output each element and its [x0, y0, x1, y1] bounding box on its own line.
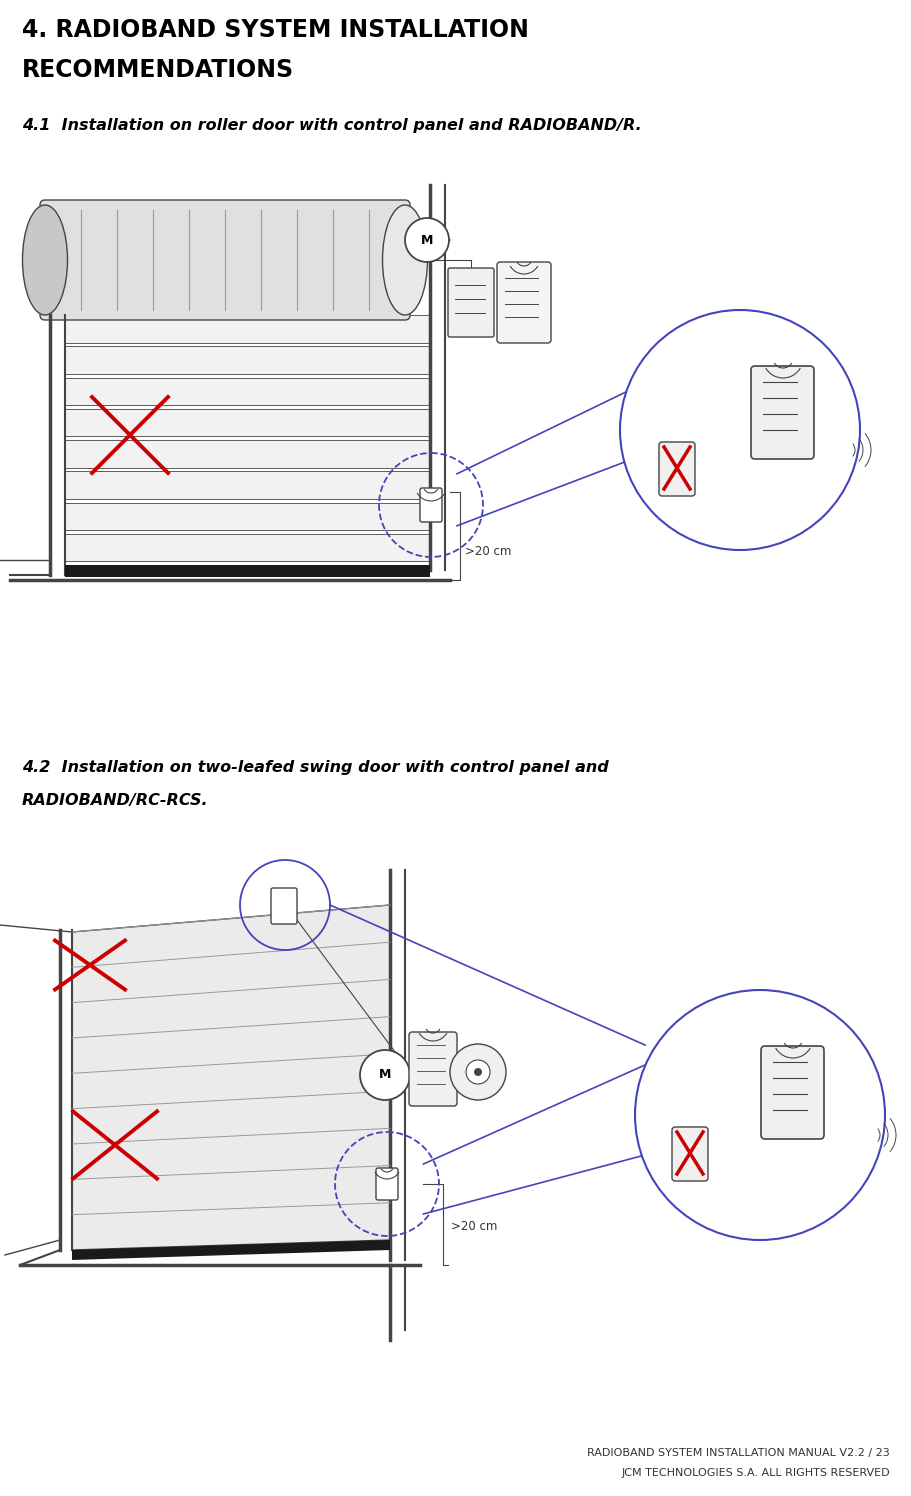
FancyBboxPatch shape [447, 268, 494, 337]
Circle shape [360, 1050, 410, 1100]
FancyBboxPatch shape [271, 889, 297, 925]
Bar [65, 377, 429, 405]
Text: M: M [420, 233, 433, 247]
FancyBboxPatch shape [496, 262, 550, 343]
Text: 4. RADIOBAND SYSTEM INSTALLATION: 4. RADIOBAND SYSTEM INSTALLATION [22, 18, 528, 42]
Circle shape [449, 1044, 506, 1100]
Text: RADIOBAND SYSTEM INSTALLATION MANUAL V2.2 / 23: RADIOBAND SYSTEM INSTALLATION MANUAL V2.… [587, 1448, 889, 1459]
Text: RADIOBAND/RC-RCS.: RADIOBAND/RC-RCS. [22, 793, 209, 808]
Bar [65, 440, 429, 468]
Ellipse shape [23, 205, 67, 316]
Ellipse shape [382, 205, 427, 316]
Bar [65, 408, 429, 437]
Text: >20 cm: >20 cm [465, 545, 511, 558]
Text: 4.2  Installation on two-leafed swing door with control panel and: 4.2 Installation on two-leafed swing doo… [22, 760, 608, 775]
FancyBboxPatch shape [760, 1046, 824, 1138]
Polygon shape [72, 905, 390, 1251]
FancyBboxPatch shape [375, 1168, 397, 1200]
Text: M: M [378, 1068, 391, 1082]
Bar [65, 346, 429, 374]
FancyBboxPatch shape [408, 1032, 456, 1106]
FancyBboxPatch shape [420, 488, 442, 522]
FancyBboxPatch shape [40, 200, 410, 320]
FancyBboxPatch shape [671, 1126, 707, 1180]
Circle shape [634, 990, 884, 1240]
Bar [65, 565, 429, 577]
Circle shape [466, 1061, 489, 1085]
Bar [65, 471, 429, 498]
Text: 4.1  Installation on roller door with control panel and RADIOBAND/R.: 4.1 Installation on roller door with con… [22, 118, 641, 133]
Bar [65, 503, 429, 530]
Text: JCM TECHNOLOGIES S.A. ALL RIGHTS RESERVED: JCM TECHNOLOGIES S.A. ALL RIGHTS RESERVE… [620, 1468, 889, 1478]
Text: RECOMMENDATIONS: RECOMMENDATIONS [22, 58, 294, 82]
Circle shape [474, 1068, 482, 1076]
FancyBboxPatch shape [750, 367, 814, 459]
Bar [65, 534, 429, 561]
Text: >20 cm: >20 cm [451, 1221, 496, 1233]
Circle shape [404, 218, 448, 262]
Bar [65, 316, 429, 343]
FancyBboxPatch shape [659, 441, 694, 497]
Circle shape [619, 310, 859, 551]
Polygon shape [72, 1240, 390, 1260]
